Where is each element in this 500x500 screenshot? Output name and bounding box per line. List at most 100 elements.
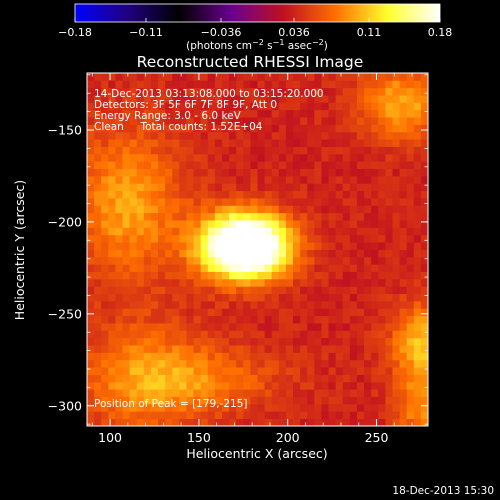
heatmap-cell xyxy=(307,315,315,324)
heatmap-cell xyxy=(385,80,393,89)
heatmap-cell xyxy=(300,418,308,427)
heatmap-cell xyxy=(108,205,116,214)
heatmap-cell xyxy=(300,161,308,169)
heatmap-cell xyxy=(385,190,393,199)
heatmap-cell xyxy=(342,396,351,405)
heatmap-cell xyxy=(406,117,415,125)
heatmap-cell xyxy=(342,102,351,111)
heatmap-cell xyxy=(257,73,265,81)
heatmap-cell xyxy=(385,271,393,280)
heatmap-cell xyxy=(314,234,322,243)
heatmap-cell xyxy=(158,323,166,331)
heatmap-cell xyxy=(420,117,429,125)
heatmap-cell xyxy=(335,330,344,339)
heatmap-cell xyxy=(172,337,180,346)
heatmap-cell xyxy=(300,190,308,199)
heatmap-cell xyxy=(271,102,280,111)
heatmap-cell xyxy=(94,256,102,265)
heatmap-cell xyxy=(87,131,95,140)
heatmap-cell xyxy=(200,418,209,427)
heatmap-cell xyxy=(172,418,180,427)
heatmap-cell xyxy=(378,418,386,427)
heatmap-cell xyxy=(250,411,258,420)
heatmap-cell xyxy=(420,242,429,250)
heatmap-cell xyxy=(179,198,187,206)
heatmap-cell xyxy=(193,95,202,103)
heatmap-cell xyxy=(214,337,223,346)
heatmap-cell xyxy=(186,124,194,133)
heatmap-cell xyxy=(385,124,393,133)
heatmap-cell xyxy=(385,242,393,250)
heatmap-cell xyxy=(392,323,400,331)
heatmap-cell xyxy=(236,124,244,133)
heatmap-cell xyxy=(186,109,194,118)
heatmap-cell xyxy=(87,234,95,243)
heatmap-cell xyxy=(236,345,244,353)
heatmap-cell xyxy=(371,389,379,397)
heatmap-cell xyxy=(172,102,180,111)
heatmap-cell xyxy=(335,315,344,324)
heatmap-cell xyxy=(264,220,273,228)
heatmap-cell xyxy=(172,300,180,309)
heatmap-cell xyxy=(392,278,400,287)
heatmap-cell xyxy=(179,73,187,81)
heatmap-cell xyxy=(207,315,216,324)
heatmap-cell xyxy=(257,87,265,96)
heatmap-cell xyxy=(342,345,351,353)
heatmap-cell xyxy=(122,330,131,339)
heatmap-cell xyxy=(207,73,216,81)
heatmap-cell xyxy=(94,183,102,192)
heatmap-cell xyxy=(378,381,386,390)
heatmap-cell xyxy=(200,198,209,206)
heatmap-cell xyxy=(278,264,287,272)
heatmap-cell xyxy=(94,300,102,309)
heatmap-cell xyxy=(413,256,422,265)
heatmap-cell xyxy=(129,278,138,287)
heatmap-cell xyxy=(108,396,116,405)
heatmap-cell xyxy=(115,293,123,302)
heatmap-cell xyxy=(221,323,230,331)
heatmap-cell xyxy=(328,249,337,258)
heatmap-cell xyxy=(165,381,173,390)
heatmap-cell xyxy=(143,367,152,375)
heatmap-cell xyxy=(314,183,322,192)
heatmap-cell xyxy=(129,359,138,368)
heatmap-cell xyxy=(221,286,230,295)
heatmap-cell xyxy=(136,80,145,89)
heatmap-cell xyxy=(378,242,386,250)
heatmap-cell xyxy=(307,227,315,236)
heatmap-cell xyxy=(200,153,209,162)
heatmap-cell xyxy=(335,249,344,258)
heatmap-cell xyxy=(87,109,95,118)
heatmap-cell xyxy=(186,396,194,405)
heatmap-cell xyxy=(342,131,351,140)
heatmap-cell xyxy=(115,242,123,250)
heatmap-cell xyxy=(172,278,180,287)
heatmap-cell xyxy=(321,109,329,118)
heatmap-cell xyxy=(221,109,230,118)
heatmap-cell xyxy=(243,212,251,221)
heatmap-cell xyxy=(413,109,422,118)
heatmap-cell xyxy=(221,73,230,81)
heatmap-cell xyxy=(293,389,301,397)
heatmap-cell xyxy=(236,418,244,427)
heatmap-cell xyxy=(321,271,329,280)
heatmap-cell xyxy=(94,124,102,133)
heatmap-cell xyxy=(214,87,223,96)
heatmap-cell xyxy=(236,109,244,118)
heatmap-cell xyxy=(356,367,365,375)
heatmap-cell xyxy=(207,359,216,368)
heatmap-cell xyxy=(335,95,344,103)
heatmap-cell xyxy=(342,234,351,243)
heatmap-cell xyxy=(278,161,287,169)
heatmap-cell xyxy=(293,146,301,155)
heatmap-cell xyxy=(257,131,265,140)
heatmap-cell xyxy=(243,418,251,427)
heatmap-cell xyxy=(136,337,145,346)
heatmap-cell xyxy=(136,205,145,214)
heatmap-cell xyxy=(115,220,123,228)
heatmap-cell xyxy=(420,73,429,81)
heatmap-cell xyxy=(115,175,123,184)
heatmap-cell xyxy=(179,95,187,103)
